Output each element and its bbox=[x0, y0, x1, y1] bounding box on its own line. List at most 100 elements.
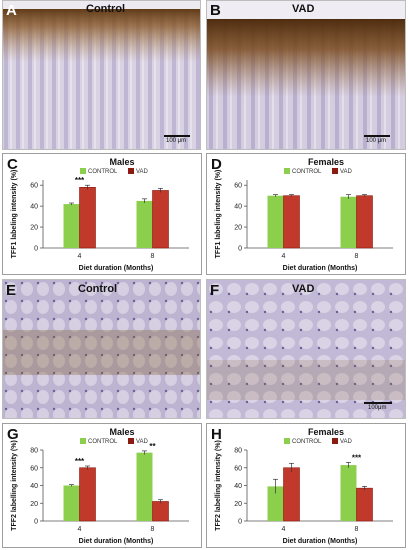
legend-label: CONTROL bbox=[292, 439, 322, 445]
chart-c-svg: C Males CONTROL VAD 0 20 40 60 TFF1 labeling int… bbox=[7, 156, 189, 272]
y-tick-label: 0 bbox=[34, 519, 38, 526]
legend-swatch bbox=[332, 438, 338, 444]
bar-vad bbox=[152, 190, 169, 249]
scale-bar-b bbox=[364, 135, 390, 137]
x-axis-label: Diet duration (Months) bbox=[283, 538, 358, 545]
panel-letter: G bbox=[7, 426, 19, 443]
micrograph-vad-tff1 bbox=[206, 0, 406, 150]
y-tick-label: 20 bbox=[234, 225, 242, 232]
bar-vad bbox=[283, 195, 300, 249]
scale-bar-f bbox=[364, 402, 392, 404]
significance-marker: *** bbox=[352, 453, 362, 462]
legend-swatch bbox=[128, 438, 134, 444]
x-axis-label: Diet duration (Months) bbox=[283, 265, 358, 272]
legend-swatch bbox=[128, 168, 134, 174]
micrograph-image bbox=[3, 1, 200, 149]
legend-swatch bbox=[80, 168, 86, 174]
chart-title: Females bbox=[308, 157, 344, 167]
micrograph-vad-tff2 bbox=[206, 279, 406, 419]
legend-swatch bbox=[332, 168, 338, 174]
legend-label: CONTROL bbox=[88, 439, 118, 445]
x-axis-label: Diet duration (Months) bbox=[79, 538, 154, 545]
significance-marker: ** bbox=[149, 442, 156, 451]
x-tick-label: 8 bbox=[355, 526, 359, 533]
chart-title: Males bbox=[109, 157, 134, 167]
bar-vad bbox=[79, 467, 96, 522]
legend-swatch bbox=[80, 438, 86, 444]
bar-control bbox=[267, 195, 284, 248]
x-tick-label: 4 bbox=[78, 526, 82, 533]
bar-control bbox=[63, 485, 80, 521]
y-tick-label: 0 bbox=[34, 246, 38, 253]
x-tick-label: 4 bbox=[78, 253, 82, 260]
y-axis-label: TFF1 labeling intensity (%) bbox=[11, 170, 18, 259]
panel-letter-a: A bbox=[6, 2, 17, 19]
legend-label: VAD bbox=[136, 439, 149, 445]
chart-panel-g: G Males CONTROL VAD 0 20 40 60 80 TFF2 labelling … bbox=[2, 423, 202, 548]
bar-vad bbox=[283, 467, 300, 522]
panel-letter-b: B bbox=[210, 2, 221, 19]
y-tick-label: 60 bbox=[30, 465, 38, 472]
panel-letter-e: E bbox=[6, 282, 17, 299]
bar-vad bbox=[356, 195, 373, 249]
micrograph-a-title: Control bbox=[86, 3, 126, 15]
y-axis-label: TFF2 labelling intensity (%) bbox=[11, 440, 18, 531]
scale-bar-a bbox=[164, 135, 190, 137]
panel-letter: H bbox=[211, 426, 222, 443]
bar-vad bbox=[79, 187, 96, 249]
legend-label: VAD bbox=[340, 439, 353, 445]
legend-swatch bbox=[284, 438, 290, 444]
y-tick-label: 80 bbox=[234, 448, 242, 455]
significance-marker: *** bbox=[75, 176, 85, 185]
micrograph-image bbox=[207, 280, 405, 418]
y-tick-label: 20 bbox=[234, 501, 242, 508]
y-tick-label: 0 bbox=[238, 519, 242, 526]
chart-h-svg: H Females CONTROL VAD 0 20 40 60 80 TFF2 labellin… bbox=[211, 426, 393, 545]
legend-label: VAD bbox=[340, 169, 353, 175]
micrograph-image bbox=[207, 1, 405, 149]
y-tick-label: 40 bbox=[30, 204, 38, 211]
y-tick-label: 80 bbox=[30, 448, 38, 455]
x-axis-label: Diet duration (Months) bbox=[79, 265, 154, 272]
y-axis-label: TFF1 labeling intensity (%) bbox=[215, 170, 222, 259]
micrograph-e-title: Control bbox=[78, 283, 118, 295]
bar-vad bbox=[152, 501, 169, 522]
chart-title: Males bbox=[109, 427, 134, 437]
chart-panel-c: C Males CONTROL VAD 0 20 40 60 TFF1 labeling int… bbox=[2, 153, 202, 275]
x-tick-label: 8 bbox=[355, 253, 359, 260]
micrograph-control-tff1 bbox=[2, 0, 201, 150]
y-tick-label: 40 bbox=[30, 483, 38, 490]
micrograph-image bbox=[3, 280, 200, 418]
scale-label-a: 100 μm bbox=[166, 138, 187, 144]
x-tick-label: 8 bbox=[151, 526, 155, 533]
chart-g-svg: G Males CONTROL VAD 0 20 40 60 80 TFF2 labelling … bbox=[7, 426, 189, 545]
significance-marker: *** bbox=[75, 457, 85, 466]
chart-d-svg: D Females CONTROL VAD 0 20 40 60 TFF1 labeling i… bbox=[211, 156, 393, 272]
chart-panel-h: H Females CONTROL VAD 0 20 40 60 80 TFF2 labellin… bbox=[206, 423, 406, 548]
micrograph-b-title: VAD bbox=[292, 3, 315, 15]
panel-letter: C bbox=[7, 156, 18, 173]
legend-label: CONTROL bbox=[88, 169, 118, 175]
x-tick-label: 4 bbox=[282, 253, 286, 260]
legend-label: VAD bbox=[136, 169, 149, 175]
panel-letter: D bbox=[211, 156, 222, 173]
x-tick-label: 8 bbox=[151, 253, 155, 260]
legend-label: CONTROL bbox=[292, 169, 322, 175]
x-tick-label: 4 bbox=[282, 526, 286, 533]
y-tick-label: 0 bbox=[238, 246, 242, 253]
micrograph-f-title: VAD bbox=[292, 283, 315, 295]
scale-label-b: 100 μm bbox=[366, 138, 387, 144]
y-tick-label: 40 bbox=[234, 204, 242, 211]
y-axis-label: TFF2 labelling intensity (%) bbox=[215, 440, 222, 531]
bar-control bbox=[63, 204, 80, 248]
scale-label-f: 100μm bbox=[368, 405, 387, 411]
y-tick-label: 20 bbox=[30, 501, 38, 508]
y-tick-label: 40 bbox=[234, 483, 242, 490]
bar-control bbox=[136, 200, 153, 248]
chart-panel-d: D Females CONTROL VAD 0 20 40 60 TFF1 labeling i… bbox=[206, 153, 406, 275]
y-tick-label: 20 bbox=[30, 225, 38, 232]
y-tick-label: 60 bbox=[234, 465, 242, 472]
micrograph-control-tff2 bbox=[2, 279, 201, 419]
bar-control bbox=[340, 196, 357, 248]
bar-control bbox=[340, 465, 357, 521]
